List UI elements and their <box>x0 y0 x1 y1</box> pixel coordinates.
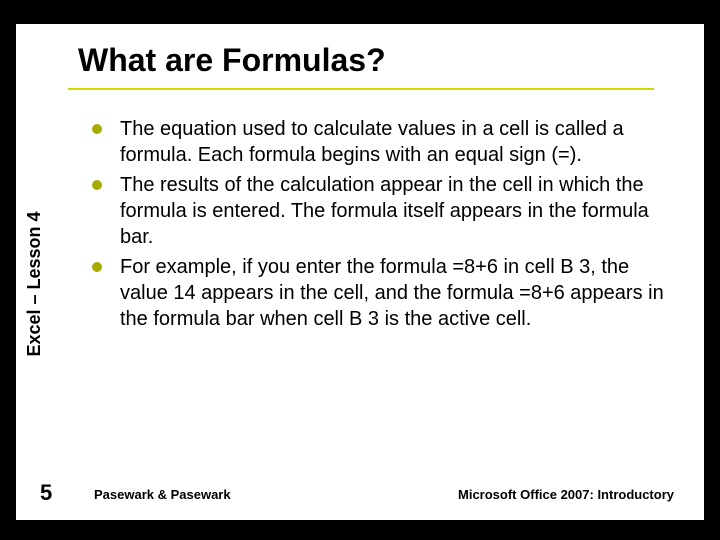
bullet-item: The equation used to calculate values in… <box>92 116 682 168</box>
slide-title: What are Formulas? <box>78 42 386 79</box>
bullet-text: For example, if you enter the formula =8… <box>120 254 682 332</box>
bullet-text: The results of the calculation appear in… <box>120 172 682 250</box>
slide: What are Formulas? Excel – Lesson 4 The … <box>16 24 704 520</box>
bullet-text: The equation used to calculate values in… <box>120 116 682 168</box>
bullet-item: For example, if you enter the formula =8… <box>92 254 682 332</box>
slide-number: 5 <box>40 480 52 506</box>
footer-left: Pasewark & Pasewark <box>94 487 231 502</box>
sidebar-label: Excel – Lesson 4 <box>24 184 45 384</box>
bullet-icon <box>92 124 102 134</box>
title-underline <box>68 88 654 90</box>
bullet-icon <box>92 180 102 190</box>
content-area: The equation used to calculate values in… <box>92 116 682 336</box>
footer-right: Microsoft Office 2007: Introductory <box>458 487 674 502</box>
bullet-icon <box>92 262 102 272</box>
bullet-item: The results of the calculation appear in… <box>92 172 682 250</box>
